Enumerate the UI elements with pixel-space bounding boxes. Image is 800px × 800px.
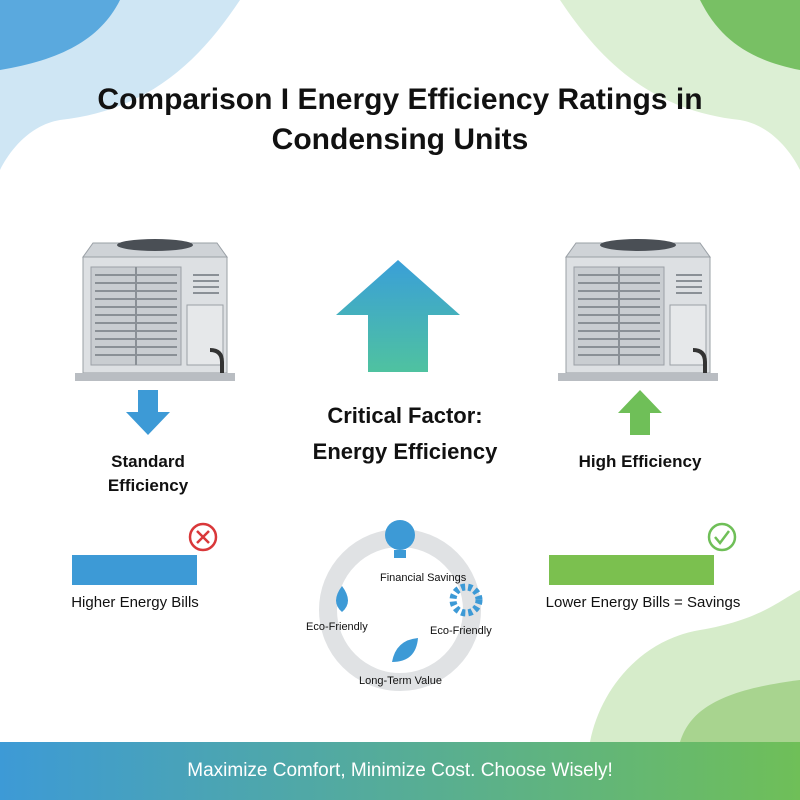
center-title: Critical Factor: Energy Efficiency	[312, 403, 498, 464]
benefit: Financial Savings	[380, 572, 467, 584]
benefit: Eco-Friendly	[430, 625, 492, 637]
benefit: Eco-Friendly	[306, 621, 368, 633]
standard-result: Higher Energy Bills	[71, 594, 199, 611]
benefit: Long-Term Value	[359, 675, 442, 687]
title: Comparison I Energy Efficiency Ratings i…	[97, 83, 703, 156]
high-result: Lower Energy Bills = Savings	[545, 594, 741, 611]
high-label: High Efficiency	[578, 452, 702, 471]
footer-text: Maximize Comfort, Minimize Cost. Choose …	[187, 760, 613, 781]
standard-label: Standard Efficiency	[107, 452, 189, 495]
